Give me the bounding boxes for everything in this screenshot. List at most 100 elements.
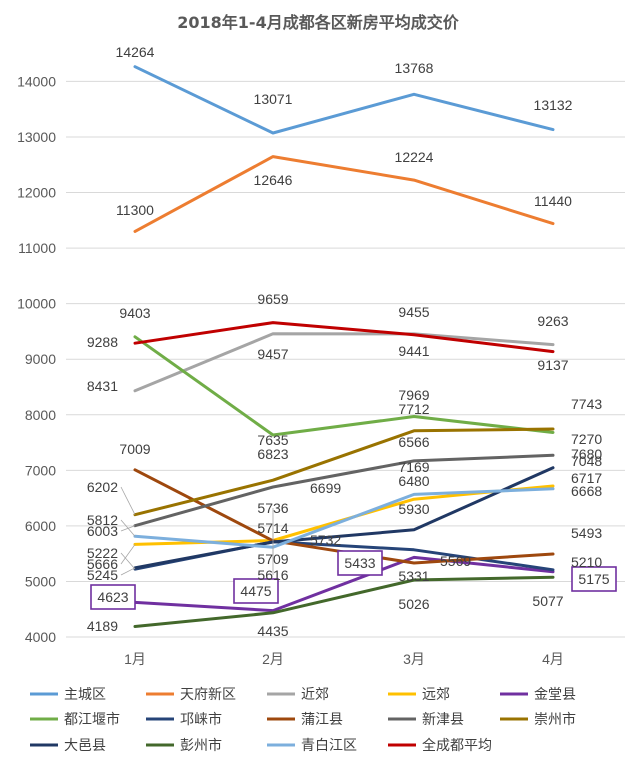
highlight-box xyxy=(90,584,136,610)
legend-item: 崇州市 xyxy=(500,711,576,728)
data-label: 9263 xyxy=(537,313,568,329)
data-label: 13132 xyxy=(534,97,573,113)
data-label: 5077 xyxy=(532,593,563,609)
data-label: 7635 xyxy=(257,432,288,448)
x-axis-ticks: 1月 2月 3月 4月 xyxy=(124,651,564,667)
data-label: 6699 xyxy=(310,480,341,496)
data-label: 6003 xyxy=(87,523,118,539)
y-axis-ticks: 4000 5000 6000 7000 8000 9000 10000 11000 12000 1… xyxy=(17,73,56,645)
legend-label: 天府新区 xyxy=(180,687,236,703)
y-tick-label: 5000 xyxy=(25,573,56,589)
data-label: 9137 xyxy=(537,357,568,373)
data-label: 11440 xyxy=(534,193,572,209)
series-line xyxy=(133,155,555,233)
data-label: 6202 xyxy=(87,479,118,495)
y-tick-label: 12000 xyxy=(17,185,56,201)
series-line xyxy=(133,427,555,517)
x-tick-label: 1月 xyxy=(124,651,146,667)
legend-item: 主城区 xyxy=(30,687,106,703)
series-line xyxy=(133,555,555,613)
legend-item: 近郊 xyxy=(267,686,329,703)
data-label: 7169 xyxy=(398,459,429,475)
legend-item: 都江堰市 xyxy=(30,711,120,728)
series-line xyxy=(133,468,555,565)
data-label: 9403 xyxy=(119,305,150,321)
y-tick-label: 13000 xyxy=(17,129,56,145)
legend-label: 崇州市 xyxy=(534,711,576,728)
data-label: 14264 xyxy=(116,44,155,60)
legend-item: 大邑县 xyxy=(30,738,106,754)
data-label: 7048 xyxy=(571,453,602,469)
series-line xyxy=(133,487,555,549)
data-label: 5569 xyxy=(440,553,471,569)
y-tick-label: 6000 xyxy=(25,518,56,534)
legend-item: 蒲江县 xyxy=(267,712,343,728)
data-label: 9455 xyxy=(398,304,429,320)
data-label: 7969 xyxy=(398,387,429,403)
data-label: 5026 xyxy=(398,596,429,612)
legend-item: 彭州市 xyxy=(146,737,222,754)
data-label: 6717 xyxy=(571,470,602,486)
series-line xyxy=(133,466,555,570)
data-label: 5732 xyxy=(310,532,341,548)
data-label: 4189 xyxy=(87,618,118,634)
label-leaders xyxy=(120,486,274,576)
data-label: 5433 xyxy=(344,555,375,571)
data-label: 7743 xyxy=(571,396,602,412)
data-label: 5709 xyxy=(257,551,288,567)
data-label: 4623 xyxy=(97,589,128,605)
legend-item: 邛崃市 xyxy=(146,711,222,728)
data-label: 5616 xyxy=(257,567,288,583)
series-lines xyxy=(133,65,555,628)
data-label: 9659 xyxy=(257,291,288,307)
legend-item: 金堂县 xyxy=(500,687,576,703)
data-label: 6823 xyxy=(257,446,288,462)
data-label: 9457 xyxy=(257,346,288,362)
x-tick-label: 2月 xyxy=(262,651,284,667)
y-tick-label: 11000 xyxy=(18,240,56,256)
data-label: 5930 xyxy=(398,501,429,517)
data-label: 12646 xyxy=(254,172,293,188)
data-label: 13071 xyxy=(254,91,293,107)
series-line xyxy=(133,321,555,354)
gridlines xyxy=(66,80,625,638)
data-label: 5222 xyxy=(87,545,118,561)
legend-item: 全成都平均 xyxy=(388,737,492,754)
legend-label: 新津县 xyxy=(422,712,464,728)
label-leader-line xyxy=(120,552,136,570)
data-labels: 14264 13071 13768 13132 11300 12646 12224 11440… xyxy=(87,44,617,639)
data-label: 5331 xyxy=(398,568,429,584)
highlight-box xyxy=(337,550,383,576)
y-tick-label: 7000 xyxy=(25,462,56,478)
data-label: 11300 xyxy=(116,202,154,218)
data-label: 9288 xyxy=(87,334,118,350)
x-tick-label: 3月 xyxy=(403,651,425,667)
data-label: 5812 xyxy=(87,512,118,528)
data-label: 6566 xyxy=(398,434,429,450)
data-label: 13768 xyxy=(395,60,434,76)
series-line xyxy=(133,335,555,437)
data-label: 8431 xyxy=(87,378,118,394)
label-leader-line xyxy=(120,544,136,565)
legend-label: 近郊 xyxy=(301,686,329,703)
data-label: 7270 xyxy=(571,431,602,447)
data-label: 12224 xyxy=(395,149,434,165)
data-label: 7712 xyxy=(398,401,429,417)
data-label: 7680 xyxy=(571,446,602,462)
data-label: 5493 xyxy=(571,525,602,541)
data-label: 7009 xyxy=(119,441,150,457)
legend-item: 远郊 xyxy=(388,686,450,703)
data-label: 9441 xyxy=(398,343,429,359)
legend-label: 主城区 xyxy=(64,687,106,703)
chart-title: 2018年1-4月成都各区新房平均成交价 xyxy=(177,13,459,32)
legend-item: 青白江区 xyxy=(267,738,357,754)
data-label: 5175 xyxy=(578,571,609,587)
legend-item: 天府新区 xyxy=(146,687,236,703)
data-label: 4435 xyxy=(257,623,288,639)
legend-label: 彭州市 xyxy=(180,737,222,754)
series-line xyxy=(133,453,555,528)
highlight-box xyxy=(233,578,279,604)
y-tick-label: 4000 xyxy=(25,629,56,645)
